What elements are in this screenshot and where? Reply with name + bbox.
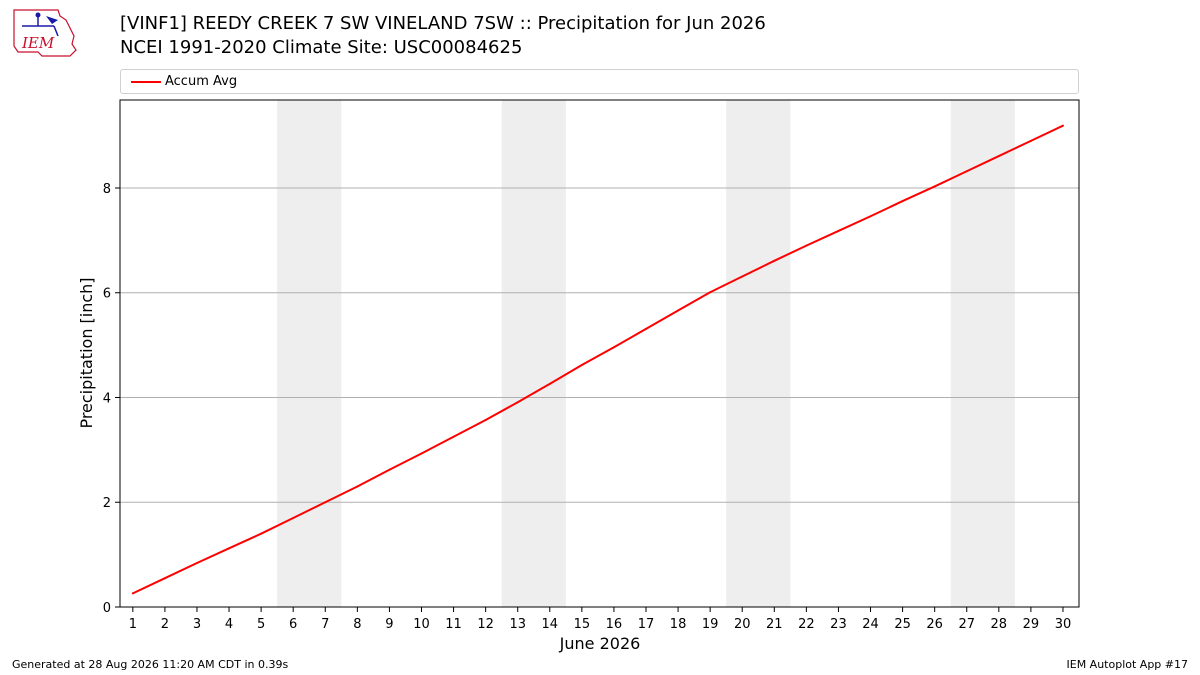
x-tick-label-1: 1 (129, 617, 137, 632)
data-point-day-18 (677, 309, 680, 312)
data-point-day-25 (901, 200, 904, 203)
data-point-day-26 (933, 185, 936, 188)
data-point-day-4 (228, 547, 231, 550)
data-point-day-15 (580, 364, 583, 367)
weekend-band-4 (950, 100, 1015, 607)
x-tick-label-8: 8 (353, 617, 361, 632)
data-point-day-1 (131, 592, 134, 595)
x-tick-label-15: 15 (574, 617, 591, 632)
data-point-day-9 (388, 468, 391, 471)
x-tick-label-9: 9 (385, 617, 393, 632)
y-tick-label-4: 4 (103, 391, 111, 406)
data-point-day-17 (645, 327, 648, 330)
x-tick-label-26: 26 (926, 617, 943, 632)
x-tick-label-3: 3 (193, 617, 201, 632)
chart-title: [VINF1] REEDY CREEK 7 SW VINELAND 7SW ::… (120, 13, 766, 34)
x-tick-label-20: 20 (734, 617, 751, 632)
legend-swatch-accum-avg (131, 81, 161, 83)
y-tick-label-6: 6 (103, 287, 111, 302)
x-tick-label-16: 16 (606, 617, 623, 632)
data-point-day-30 (1061, 124, 1064, 127)
x-axis-label: June 2026 (559, 634, 641, 653)
y-tick-label-0: 0 (103, 601, 111, 616)
y-tick-label-2: 2 (103, 496, 111, 511)
x-tick-label-10: 10 (413, 617, 430, 632)
x-tick-label-25: 25 (894, 617, 911, 632)
data-point-day-20 (741, 275, 744, 278)
data-point-day-13 (516, 401, 519, 404)
series-line-accum-avg (132, 124, 1064, 595)
generated-timestamp: Generated at 28 Aug 2026 11:20 AM CDT in… (12, 658, 289, 671)
data-point-day-8 (356, 485, 359, 488)
x-tick-label-5: 5 (257, 617, 265, 632)
chart-subtitle: NCEI 1991-2020 Climate Site: USC00084625 (120, 37, 523, 58)
x-tick-label-21: 21 (766, 617, 783, 632)
x-tick-label-24: 24 (862, 617, 879, 632)
x-tick-label-22: 22 (798, 617, 815, 632)
data-point-day-19 (709, 291, 712, 294)
x-tick-label-17: 17 (638, 617, 655, 632)
x-tick-label-14: 14 (542, 617, 559, 632)
x-tick-label-13: 13 (509, 617, 526, 632)
x-tick-label-2: 2 (161, 617, 169, 632)
weekend-band-1 (277, 100, 342, 607)
data-point-day-7 (324, 501, 327, 504)
legend-label-accum-avg: Accum Avg (165, 74, 238, 89)
x-tick-label-6: 6 (289, 617, 297, 632)
x-tick-label-18: 18 (670, 617, 687, 632)
weekend-band-3 (726, 100, 791, 607)
data-point-day-11 (452, 435, 455, 438)
data-point-day-23 (837, 229, 840, 232)
data-point-day-3 (195, 562, 198, 565)
data-point-day-22 (805, 244, 808, 247)
data-point-day-29 (1029, 139, 1032, 142)
x-tick-label-29: 29 (1023, 617, 1040, 632)
x-tick-label-12: 12 (477, 617, 494, 632)
data-point-day-16 (612, 346, 615, 349)
plot-frame (119, 99, 1080, 608)
x-tick-label-27: 27 (958, 617, 975, 632)
x-tick-label-11: 11 (445, 617, 462, 632)
autoplot-app-label: IEM Autoplot App #17 (1066, 658, 1189, 671)
x-tick-label-30: 30 (1055, 617, 1072, 632)
x-tick-label-23: 23 (830, 617, 847, 632)
x-tick-label-7: 7 (321, 617, 329, 632)
data-point-day-28 (997, 155, 1000, 158)
data-point-day-24 (869, 215, 872, 218)
iem-logo: IEM (13, 9, 77, 57)
x-tick-label-4: 4 (225, 617, 233, 632)
data-point-day-2 (163, 577, 166, 580)
x-tick-label-19: 19 (702, 617, 719, 632)
y-axis-label: Precipitation [inch] (77, 277, 96, 428)
x-tick-label-28: 28 (991, 617, 1008, 632)
data-point-day-6 (292, 516, 295, 519)
data-point-day-10 (420, 452, 423, 455)
weekend-band-2 (501, 100, 566, 607)
y-tick-label-8: 8 (103, 182, 111, 197)
data-point-day-27 (965, 170, 968, 173)
data-point-day-14 (548, 382, 551, 385)
data-point-day-12 (484, 419, 487, 422)
data-point-day-5 (260, 532, 263, 535)
logo-text: IEM (21, 34, 55, 52)
legend: Accum Avg (120, 69, 1079, 94)
data-point-day-21 (773, 259, 776, 262)
